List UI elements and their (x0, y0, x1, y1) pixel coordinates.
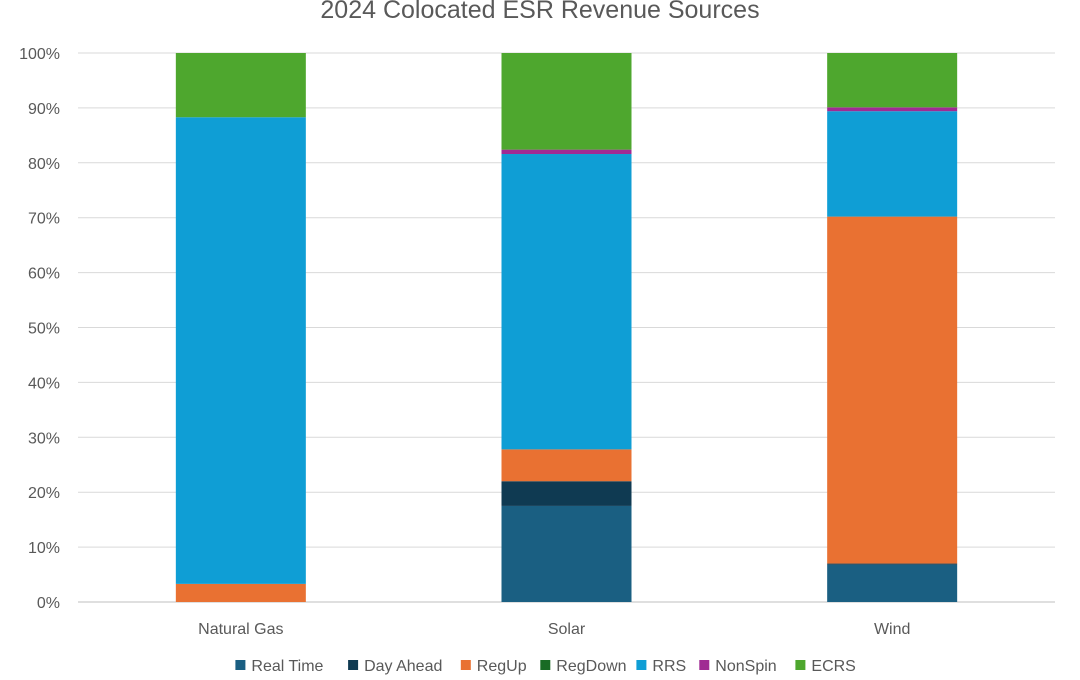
bar-segment-regup (501, 449, 632, 482)
bar-segment-regup (175, 583, 306, 602)
y-tick-label: 40% (28, 375, 60, 392)
legend: Real Time Day Ahead RegUp RegDown RRS NonSpin… (235, 658, 856, 675)
x-tick-label: Wind (874, 621, 910, 638)
y-tick-label: 0% (37, 595, 60, 612)
legend-swatch (348, 660, 359, 670)
legend-swatch (795, 660, 806, 670)
bar-segment-rrs (501, 154, 632, 450)
legend-label: Real Time (251, 658, 323, 675)
y-axis: 0% 10% 20% 30% 40% 50% 60% 70% 80% 90% 100% (19, 46, 60, 612)
y-tick-label: 100% (19, 46, 60, 63)
bar-segment-nonspin (501, 149, 632, 155)
bar-segment-nonspin (827, 107, 958, 112)
legend-label: RRS (652, 658, 686, 675)
y-tick-label: 70% (28, 211, 60, 228)
bar-segment-real-time (827, 564, 958, 602)
legend-label: RegDown (556, 658, 626, 675)
y-tick-label: 60% (28, 266, 60, 283)
legend-label: ECRS (811, 658, 855, 675)
y-tick-label: 30% (28, 430, 60, 447)
bar-segment-ecrs (501, 53, 632, 150)
legend-swatch (699, 660, 710, 670)
legend-swatch (540, 660, 551, 670)
bar-segment-ecrs (175, 53, 306, 118)
bar-segment-real-time (501, 505, 632, 602)
legend-swatch (636, 660, 647, 670)
legend-label: RegUp (477, 658, 527, 675)
y-tick-label: 80% (28, 156, 60, 173)
y-tick-label: 90% (28, 101, 60, 118)
bar-segment-regup (827, 216, 958, 564)
bar-segment-rrs (827, 111, 958, 217)
x-axis: Natural Gas Solar Wind (198, 621, 910, 638)
y-tick-label: 10% (28, 540, 60, 557)
y-tick-label: 50% (28, 321, 60, 338)
y-tick-label: 20% (28, 485, 60, 502)
legend-label: NonSpin (715, 658, 776, 675)
bars (175, 53, 958, 602)
x-tick-label: Solar (548, 621, 586, 638)
bar-segment-ecrs (827, 53, 958, 108)
bar-segment-day-ahead (501, 481, 632, 506)
legend-swatch (235, 660, 246, 670)
chart-title: 2024 Colocated ESR Revenue Sources (320, 0, 759, 24)
legend-swatch (460, 660, 471, 670)
x-tick-label: Natural Gas (198, 621, 283, 638)
bar-segment-rrs (175, 117, 306, 584)
legend-label: Day Ahead (364, 658, 442, 675)
bar-segment-day-ahead (827, 563, 958, 565)
